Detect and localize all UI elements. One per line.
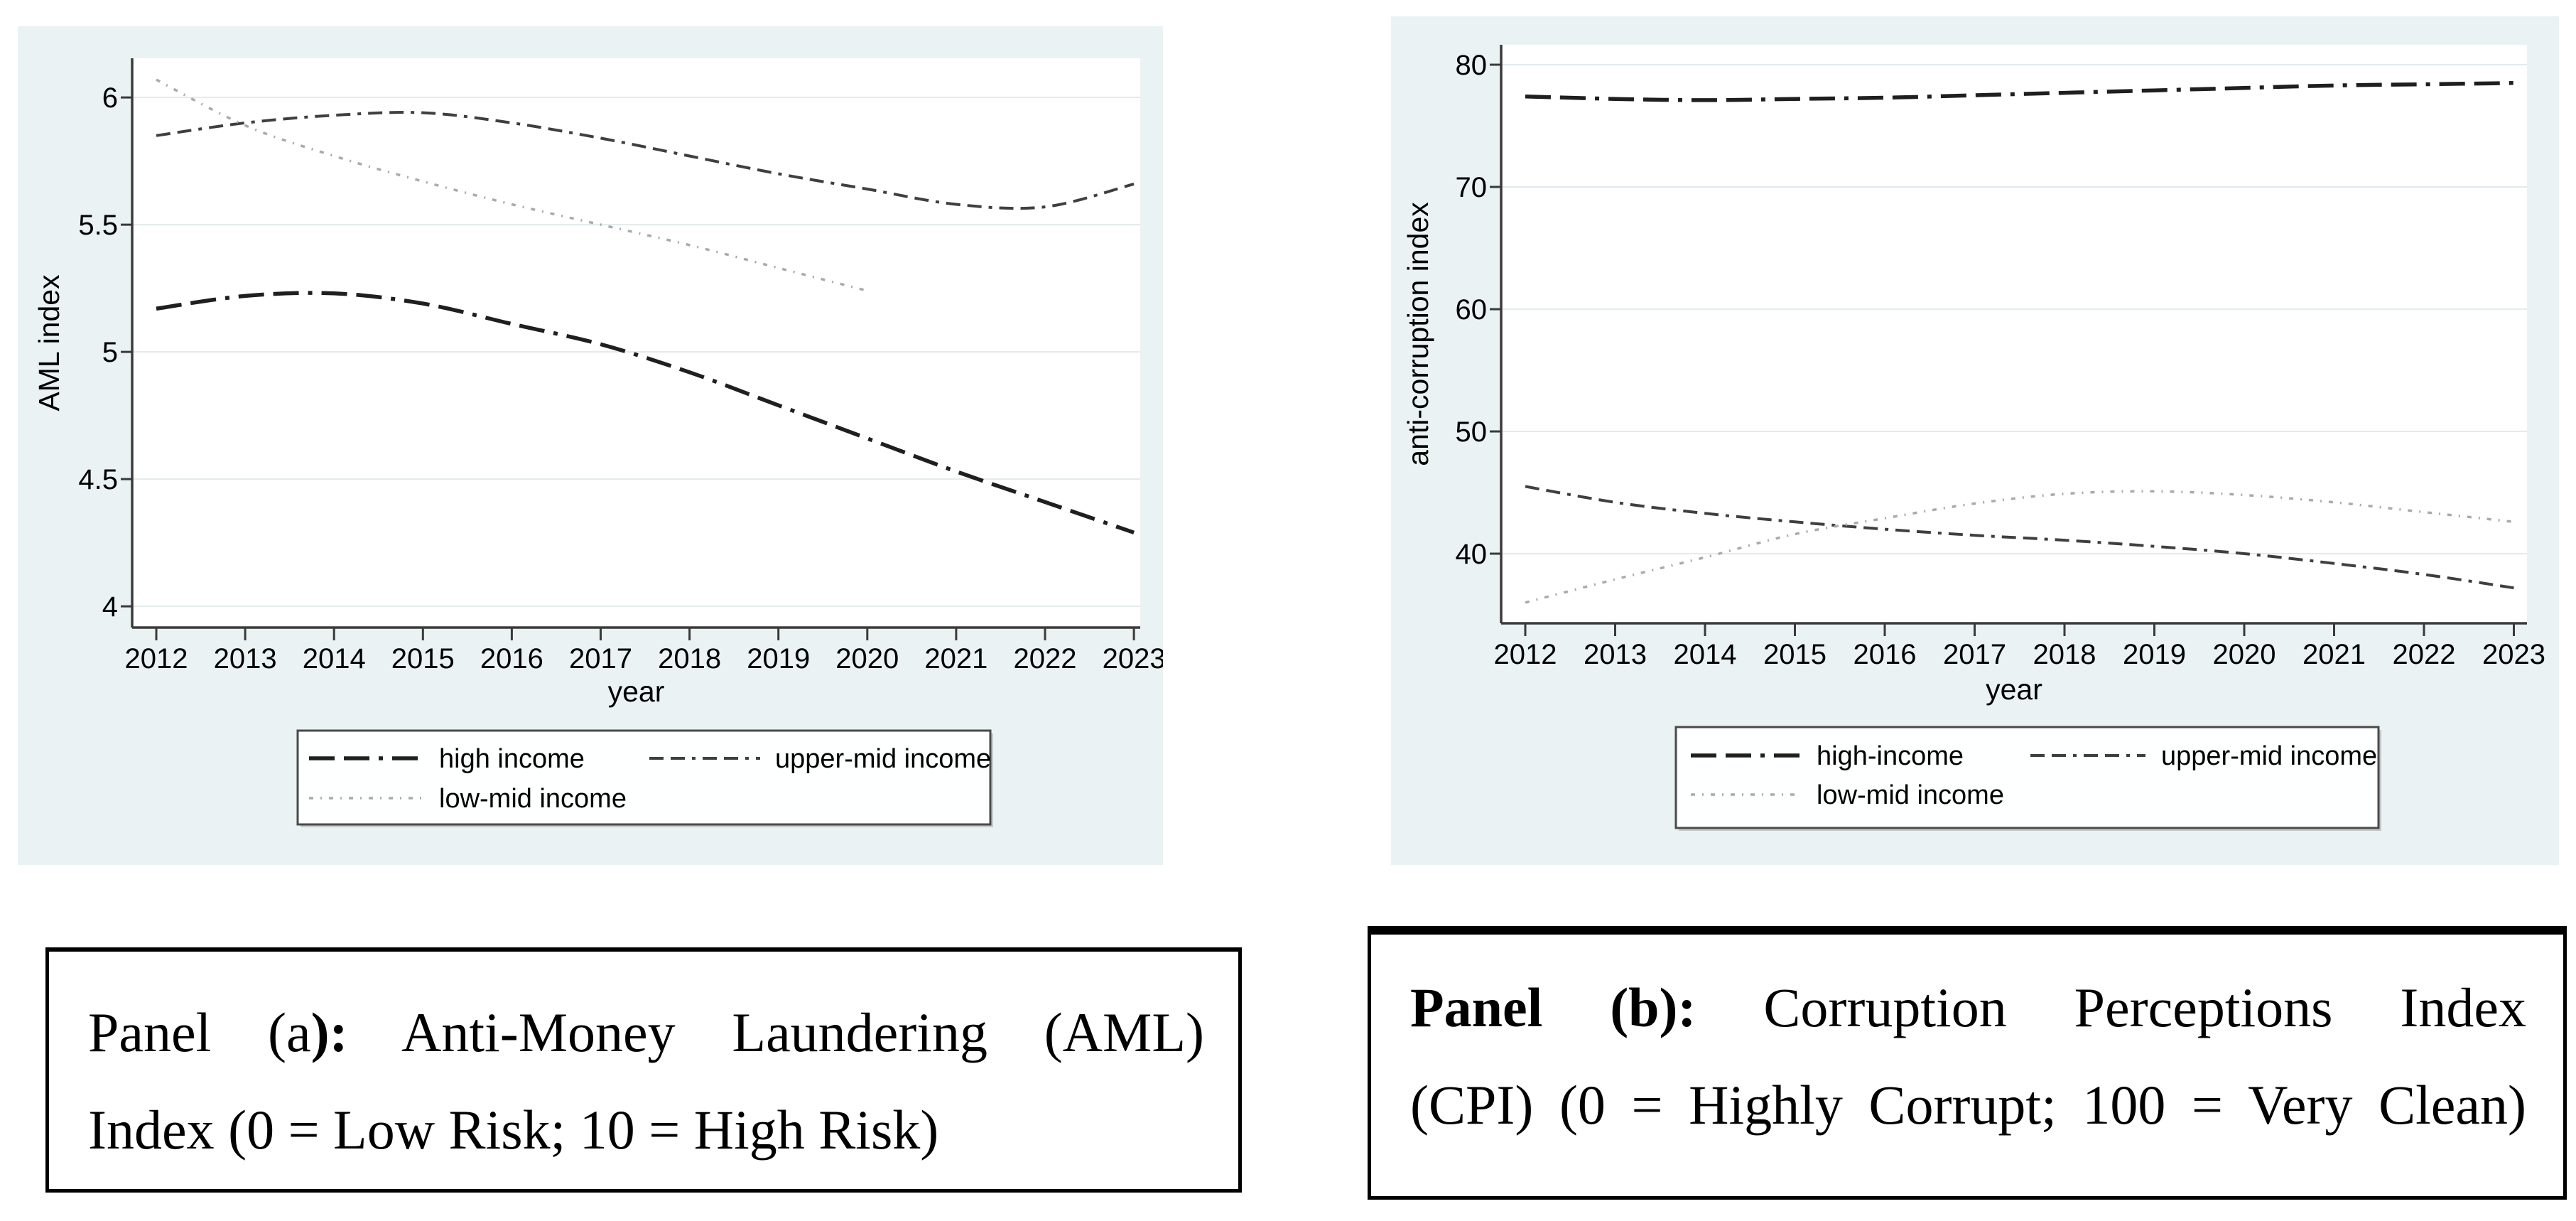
plot-area [1501,45,2527,623]
x-tick-label: 2017 [569,643,632,674]
x-tick-label: 2016 [480,643,543,674]
x-tick-label: 2021 [924,643,987,674]
caption-a-prefix: Panel (a [88,1001,311,1063]
legend-label-upper-mid-income: upper-mid income [2161,741,2377,771]
x-tick-label: 2013 [214,643,277,674]
x-axis-title: year [1986,673,2042,706]
x-tick-label: 2017 [1943,639,2006,670]
y-axis-title: AML index [33,274,65,412]
series-line-upper-mid-income [1525,485,2514,590]
aml-index-chart: 4 4.5 5 5.5 6 2012 2013 2014 2015 2016 2017 2018 201… [18,26,1163,865]
x-tick-label: 2022 [1014,643,1077,674]
y-axis-title: anti-corruption index [1402,202,1434,466]
x-tick-label: 2020 [2213,639,2276,670]
legend-label-low-mid-income: low-mid income [439,784,627,814]
caption-a-rest: Anti-Money Laundering (AML) [347,1001,1204,1063]
caption-a-line2: Index (0 = Low Risk; 10 = High Risk) [88,1099,939,1161]
series-line-high-income [156,291,1135,534]
x-tick-label: 2022 [2393,639,2456,670]
series-line-low-mid-income [156,78,868,292]
x-tick-label: 2013 [1584,639,1647,670]
x-tick-label: 2015 [1763,639,1827,670]
y-tick-label: 5.5 [78,210,118,241]
cpi-chart: 40 50 60 70 80 2012 2013 2014 2015 2016 2017 2018 20… [1391,16,2559,865]
panel-b-figure: 40 50 60 70 80 2012 2013 2014 2015 2016 2017 2018 20… [1391,16,2559,865]
legend-label-low-mid-income: low-mid income [1817,780,2004,810]
x-tick-label: 2012 [1494,639,1557,670]
y-tick-label: 60 [1456,294,1488,326]
legend-box [296,729,992,826]
x-tick-label: 2023 [2482,639,2545,670]
x-tick-label: 2023 [1103,643,1163,674]
series-line-upper-mid-income [156,111,1135,210]
series-line-high-income [1525,81,2514,102]
x-tick-label: 2012 [125,643,188,674]
caption-b-rest: Corruption Perceptions Index [1696,977,2526,1038]
caption-panel-a: Panel (a): Anti-Money Laundering (AML) I… [45,947,1242,1193]
plot-area [132,58,1140,628]
x-tick-label: 2018 [658,643,721,674]
x-tick-label: 2014 [303,643,366,674]
x-axis-title: year [608,675,665,708]
caption-b-line1: Panel (b): Corruption Perceptions Index [1410,959,2526,1056]
x-tick-label: 2016 [1853,639,1917,670]
caption-a-line1: Panel (a): Anti-Money Laundering (AML) [88,984,1204,1081]
y-tick-label: 6 [102,82,118,114]
caption-panel-b: Panel (b): Corruption Perceptions Index … [1368,926,2567,1200]
x-tick-label: 2019 [747,643,810,674]
legend-label-upper-mid-income: upper-mid income [775,744,991,774]
x-tick-label: 2021 [2302,639,2366,670]
y-tick-label: 5 [102,337,118,368]
y-tick-label: 80 [1456,50,1488,81]
y-tick-label: 4.5 [78,464,118,495]
x-tick-label: 2015 [391,643,455,674]
x-tick-label: 2014 [1674,639,1737,670]
y-tick-label: 50 [1456,416,1488,448]
y-tick-label: 70 [1456,172,1488,203]
panel-a-figure: 4 4.5 5 5.5 6 2012 2013 2014 2015 2016 2017 2018 201… [18,26,1163,865]
y-tick-label: 4 [102,591,118,623]
x-tick-label: 2019 [2123,639,2186,670]
caption-a-bold: ): [310,1001,348,1063]
x-tick-label: 2020 [835,643,899,674]
legend-label-high-income: high-income [1817,741,1964,771]
y-tick-label: 40 [1456,539,1488,570]
legend-box [1674,726,2380,829]
x-tick-label: 2018 [2033,639,2096,670]
caption-b-line2: (CPI) (0 = Highly Corrupt; 100 = Very Cl… [1410,1074,2526,1136]
legend-label-high-income: high income [439,744,585,774]
caption-b-bold: Panel (b): [1410,977,1696,1038]
